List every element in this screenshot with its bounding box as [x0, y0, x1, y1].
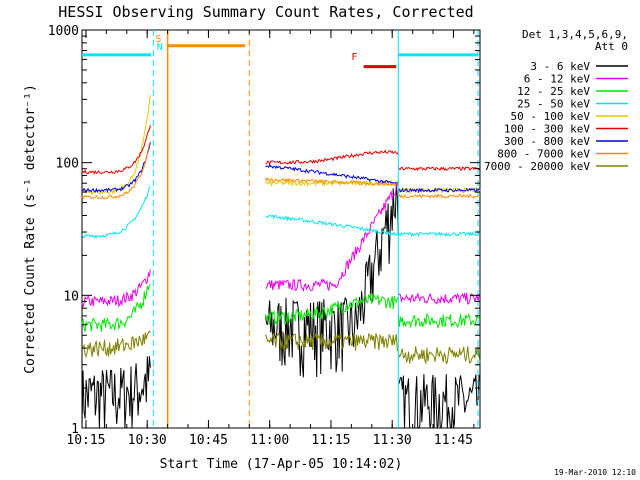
y-axis-label: Corrected Count Rate (s⁻¹ detector⁻¹) — [23, 84, 38, 374]
y-tick-label: 10 — [63, 289, 79, 304]
chart-title: HESSI Observing Summary Count Rates, Cor… — [58, 3, 473, 21]
axis-layer: 10:15 10:30 10:45 11:00 11:15 11:30 11:45 1 10 10… — [48, 24, 480, 448]
x-tick-label: 11:00 — [250, 433, 289, 448]
legend-label: 800 - 7000 keV — [497, 148, 590, 161]
flag-label: F — [351, 52, 357, 63]
series-line — [81, 181, 481, 429]
flag-layer: SN F — [82, 30, 479, 428]
x-tick-label: 11:30 — [373, 433, 412, 448]
x-axis-label: Start Time (17-Apr-05 10:14:02) — [160, 457, 403, 472]
legend-label: 300 - 800 keV — [504, 135, 590, 148]
series-line — [81, 141, 480, 200]
flag-label: N — [157, 42, 163, 53]
x-tick-label: 10:45 — [189, 433, 228, 448]
series-line — [81, 94, 481, 196]
generation-timestamp: 19-Mar-2010 12:10 — [554, 468, 636, 477]
legend-label: 12 - 25 keV — [517, 85, 590, 98]
series-line — [81, 330, 481, 365]
legend-label: 50 - 100 keV — [511, 110, 591, 123]
x-tick-label: 10:15 — [66, 433, 105, 448]
legend-header-line2: Att 0 — [595, 40, 628, 53]
x-tick-label: 10:30 — [128, 433, 167, 448]
x-tick-label: 11:45 — [434, 433, 473, 448]
legend-label: 25 - 50 keV — [517, 98, 590, 111]
series-line — [81, 283, 481, 332]
legend-label: 100 - 300 keV — [504, 123, 590, 136]
series-line — [81, 125, 481, 175]
plot-frame — [81, 29, 481, 429]
legend-label: 7000 - 20000 keV — [484, 160, 590, 173]
series-line — [81, 186, 481, 239]
y-tick-label: 1000 — [48, 24, 79, 39]
y-tick-label: 100 — [56, 157, 79, 172]
legend-label: 3 - 6 keV — [530, 60, 590, 73]
legend-header-line1: Det 1,3,4,5,6,9, — [522, 28, 628, 41]
x-tick-label: 11:15 — [311, 433, 350, 448]
flag-label: S — [155, 34, 161, 45]
series-layer — [81, 94, 481, 429]
legend-label: 6 - 12 keV — [524, 73, 591, 86]
series-line — [81, 182, 481, 309]
y-tick-label: 1 — [71, 422, 79, 437]
series-line — [81, 142, 481, 194]
